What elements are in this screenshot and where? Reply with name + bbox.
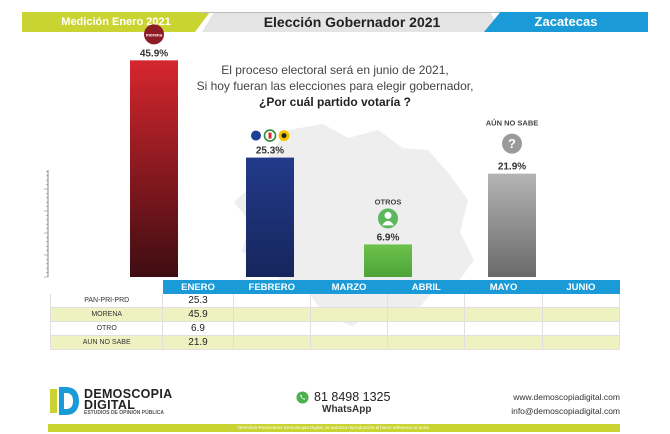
table-cell <box>309 321 389 336</box>
table-cell <box>464 321 543 336</box>
table-cell: 21.9 <box>162 335 234 350</box>
header-bar: Medición Enero 2021 Elección Gobernador … <box>22 12 648 32</box>
aun-no-sabe-label: AÚN NO SABE <box>486 119 539 128</box>
table-cell <box>232 293 311 308</box>
question-line-1: El proceso electoral será en junio de 20… <box>221 63 449 77</box>
header-title-rule <box>202 12 502 13</box>
table-header-cell: MAYO <box>464 280 543 294</box>
table-cell <box>309 293 389 308</box>
logo-tagline: ESTUDIOS DE OPINIÓN PÚBLICA <box>84 410 165 416</box>
y-axis-ticks <box>44 170 49 278</box>
table-row: PAN-PRI-PRD 25.3 <box>49 293 621 308</box>
table-cell <box>387 293 466 308</box>
phone-number: 81 8498 1325 <box>314 390 391 404</box>
otros-label: OTROS <box>375 197 402 206</box>
table-cell <box>541 321 621 336</box>
question-line-3: ¿Por cuál partido votaría ? <box>258 95 412 109</box>
table-row-label: OTRO <box>49 321 164 336</box>
table-cell <box>387 307 466 322</box>
data-label: 6.9% <box>377 232 400 243</box>
person-icon <box>378 208 398 229</box>
logo-text-line-2: DIGITAL <box>84 398 136 412</box>
table-header-cell: JUNIO <box>541 280 621 294</box>
email-link[interactable]: info@demoscopiadigital.com <box>511 406 620 416</box>
demoscopia-d-logo-icon <box>50 387 79 415</box>
table-row-label: AUN NO SABE <box>49 335 164 350</box>
bar-morena <box>130 60 178 277</box>
bar-chart: 45.9% morena 25.3% 6.9% OTROS 21.9% AÚN NO SAB… <box>44 24 539 278</box>
table-corner <box>51 281 163 294</box>
question-mark-icon: ? <box>502 133 522 154</box>
logo-text-line-1: DEMOSCOPIA <box>84 387 173 401</box>
table-cell: 25.3 <box>162 293 234 308</box>
table-row: AUN NO SABE 21.9 <box>49 335 621 350</box>
table-cell: 45.9 <box>162 307 234 322</box>
morena-logo-text: morena <box>146 32 163 37</box>
table-cell <box>464 293 543 308</box>
table-header-cell: FEBRERO <box>232 280 311 294</box>
pan-pri-prd-logos-icon <box>250 129 290 142</box>
website-link[interactable]: www.demoscopiadigital.com <box>513 392 620 402</box>
table-cell <box>464 307 543 322</box>
table-row: OTRO 6.9 <box>49 321 621 336</box>
bar-pan-pri-prd <box>246 157 294 277</box>
table-header-cell: MARZO <box>309 280 389 294</box>
table-cell <box>387 335 466 350</box>
table-cell <box>464 335 543 350</box>
table-row: MORENA 45.9 <box>49 307 621 322</box>
table-header-cell: ABRIL <box>387 280 466 294</box>
header-state-label: Zacatecas <box>484 12 648 32</box>
question-line-2: Si hoy fueran las elecciones para elegir… <box>196 79 474 93</box>
table-cell <box>541 293 621 308</box>
copyright-bar: Derechos Reservados Demoscopia Digital, … <box>48 424 620 432</box>
table-cell <box>541 307 621 322</box>
table-row-label: PAN-PRI-PRD <box>49 293 164 308</box>
monthly-results-table: ENERO FEBRERO MARZO ABRIL MAYO JUNIO PAN… <box>49 280 621 350</box>
question-mark-glyph: ? <box>508 136 516 151</box>
header-title: Elección Gobernador 2021 <box>202 12 502 32</box>
morena-logo-icon: morena <box>144 24 164 45</box>
table-cell <box>387 321 466 336</box>
table-cell <box>232 307 311 322</box>
table-cell <box>309 307 389 322</box>
data-label: 25.3% <box>256 146 284 157</box>
whatsapp-icon <box>296 391 309 404</box>
table-cell: 6.9 <box>162 321 234 336</box>
bar-a-n-no-sabe <box>488 173 536 277</box>
table-header-cell: ENERO <box>162 280 234 294</box>
bar-otros <box>364 244 412 277</box>
table-row-label: MORENA <box>49 307 164 322</box>
table-header-row: ENERO FEBRERO MARZO ABRIL MAYO JUNIO <box>51 280 621 294</box>
demoscopia-logo: DEMOSCOPIA DIGITAL ESTUDIOS DE OPINIÓN P… <box>50 385 210 417</box>
web-contact: www.demoscopiadigital.com info@demoscopi… <box>476 390 620 418</box>
question-block: El proceso electoral será en junio de 20… <box>0 62 670 110</box>
table-cell <box>232 321 311 336</box>
data-label: 45.9% <box>140 48 168 59</box>
data-label: 21.9% <box>498 162 526 173</box>
whatsapp-label: WhatsApp <box>322 404 372 415</box>
table-cell <box>541 335 621 350</box>
header-measurement-label: Medición Enero 2021 <box>22 12 210 32</box>
table-cell <box>232 335 311 350</box>
table-cell <box>309 335 389 350</box>
